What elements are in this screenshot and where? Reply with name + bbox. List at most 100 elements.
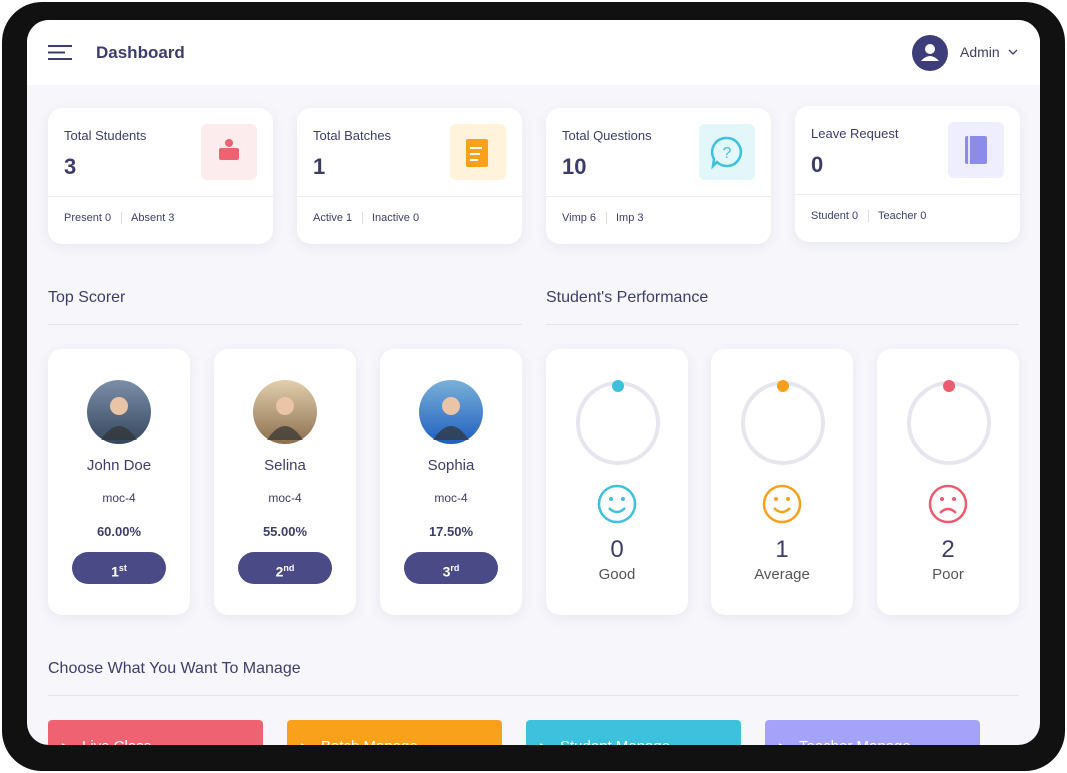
section-heading: Top Scorer: [48, 289, 126, 306]
stat-detail: Student 0: [811, 210, 859, 222]
mood-icon: [762, 484, 802, 529]
progress-ring-svg: [576, 380, 660, 465]
performance-card: 1 Average: [711, 349, 853, 615]
ring: [576, 381, 660, 465]
stat-title: Leave Request: [811, 126, 899, 141]
user-name[interactable]: Admin: [960, 44, 1000, 60]
separator: [868, 210, 869, 222]
eye: [940, 497, 944, 501]
performance-count: 2: [941, 536, 955, 563]
rank-badge[interactable]: 1st: [72, 552, 166, 584]
photo-body: [267, 426, 303, 440]
scorer-photo-svg: [87, 380, 151, 444]
eye: [621, 497, 625, 501]
mouth: [939, 507, 957, 514]
divider: [795, 194, 1020, 195]
manage-label: Teacher Manage: [799, 738, 911, 745]
scorer-batch: moc-4: [102, 491, 136, 505]
manage-arrow: ▶: [301, 740, 310, 745]
i: ?: [723, 145, 732, 162]
face: [762, 484, 802, 524]
divider: [48, 324, 522, 325]
scorer-score: 60.00%: [96, 524, 142, 539]
scorer-name: Selina: [264, 457, 306, 474]
rank: 2: [275, 563, 284, 580]
stat-title: Total Questions: [562, 128, 652, 143]
performance-label: Average: [754, 566, 810, 583]
divider: [48, 695, 1019, 696]
eye: [952, 497, 956, 501]
caret: [1008, 49, 1018, 55]
progress-ring-svg: [741, 380, 825, 465]
progress-ring: [738, 377, 828, 474]
avatar[interactable]: [912, 35, 948, 71]
manage-button[interactable]: ▶ Student Manage: [526, 720, 741, 745]
manage-button[interactable]: ▶ Teacher Manage: [765, 720, 980, 745]
mouth: [773, 507, 791, 514]
i: [710, 136, 743, 170]
scorer-photo-svg: [253, 380, 317, 444]
separator: [606, 212, 607, 224]
divider: [48, 196, 273, 197]
i: [225, 139, 233, 147]
scorer-photo: [419, 380, 483, 449]
stat-icon: ?: [699, 124, 755, 180]
stat-value: 10: [562, 154, 587, 179]
performance-count: 0: [610, 536, 624, 563]
progress-ring: [573, 377, 663, 474]
photo-body: [101, 426, 137, 440]
mood-icon-svg: [928, 484, 968, 524]
stat-icon-svg: [466, 139, 488, 167]
stat-icon: [450, 124, 506, 180]
face: [928, 484, 968, 524]
face: [597, 484, 637, 524]
photo-body: [433, 426, 469, 440]
stat-card: Total Questions 10? Vimp 6 Imp 3: [546, 108, 771, 244]
stat-detail: Absent 3: [131, 212, 175, 224]
scorer-score: 55.00%: [262, 524, 308, 539]
manage-button[interactable]: ▶ Batch Manage: [287, 720, 502, 745]
stat-detail: Active 1: [313, 212, 353, 224]
stat-detail: Teacher 0: [878, 210, 927, 222]
rank: 3: [442, 563, 451, 580]
scorer-name: John Doe: [86, 457, 152, 474]
stat-card: Leave Request 0 Student 0 Teacher 0: [795, 106, 1020, 242]
performance-count: 1: [775, 536, 789, 563]
progress-ring-svg: [907, 380, 991, 465]
stat-detail: Inactive 0: [372, 212, 420, 224]
i: [470, 147, 482, 161]
ring-dot: [612, 380, 624, 392]
progress-ring: [904, 377, 994, 474]
manage-label: Live Class: [82, 738, 151, 745]
stat-title: Total Batches: [313, 128, 392, 143]
mood-icon: [597, 484, 637, 529]
performance-label: Poor: [932, 566, 964, 583]
eye: [609, 497, 613, 501]
manage-button[interactable]: ▶ Live Class: [48, 720, 263, 745]
scorer-photo: [87, 380, 151, 449]
menu-icon[interactable]: [47, 44, 73, 61]
header: Dashboard Admin: [27, 20, 1040, 85]
manage-label: Student Manage: [560, 738, 670, 745]
scorer-batch: moc-4: [268, 491, 302, 505]
scorer-batch: moc-4: [434, 491, 468, 505]
avatar-head: [925, 44, 935, 54]
stat-value: 1: [313, 154, 326, 179]
ring: [907, 381, 991, 465]
scorer-photo: [253, 380, 317, 449]
stat-icon: [201, 124, 257, 180]
scorer-card: John Doe moc-4 60.00% 1st: [48, 349, 190, 615]
screen: Dashboard Admin Total Students 3 Present 0…: [27, 20, 1040, 745]
manage-arrow: ▶: [540, 740, 549, 745]
rank-badge[interactable]: 3rd: [404, 552, 498, 584]
stat-detail: Present 0: [64, 212, 112, 224]
separator: [121, 212, 122, 224]
rank-badge[interactable]: 2nd: [238, 552, 332, 584]
stat-title: Total Students: [64, 128, 147, 143]
divider: [546, 196, 771, 197]
mood-icon-svg: [762, 484, 802, 524]
manage-arrow: ▶: [62, 740, 71, 745]
avatar-body: [921, 56, 939, 61]
performance-card: 0 Good: [546, 349, 688, 615]
scorer-card: Sophia moc-4 17.50% 3rd: [380, 349, 522, 615]
